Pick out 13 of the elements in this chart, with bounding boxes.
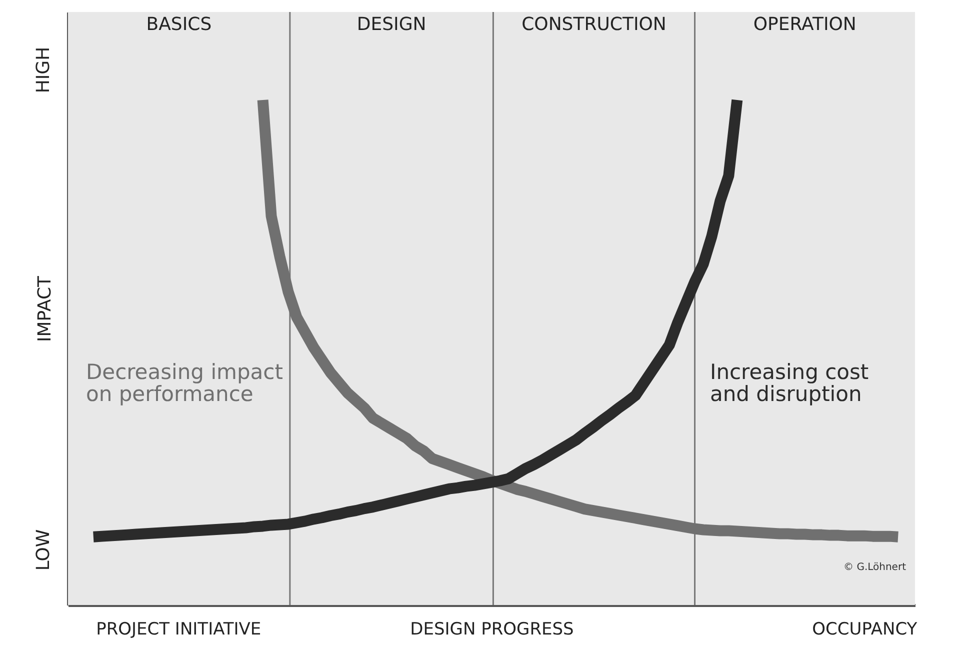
annotation: Decreasing impact on performance xyxy=(86,360,283,406)
x-tick-label: PROJECT INITIATIVE xyxy=(96,620,262,640)
text: OPERATION xyxy=(753,14,856,35)
annotation: © G.Löhnert xyxy=(844,562,906,573)
y-axis-title: IMPACT xyxy=(34,274,56,342)
annotation: Increasing cost and disruption xyxy=(710,360,869,406)
text: HIGH xyxy=(33,46,54,94)
text: DESIGN xyxy=(356,14,426,35)
x-tick-label: OCCUPANCY xyxy=(812,620,918,640)
text: CONSTRUCTION xyxy=(522,14,666,35)
text: BASICS xyxy=(146,14,212,35)
text: LOW xyxy=(33,529,54,571)
x-tick-label: DESIGN PROGRESS xyxy=(410,620,574,640)
